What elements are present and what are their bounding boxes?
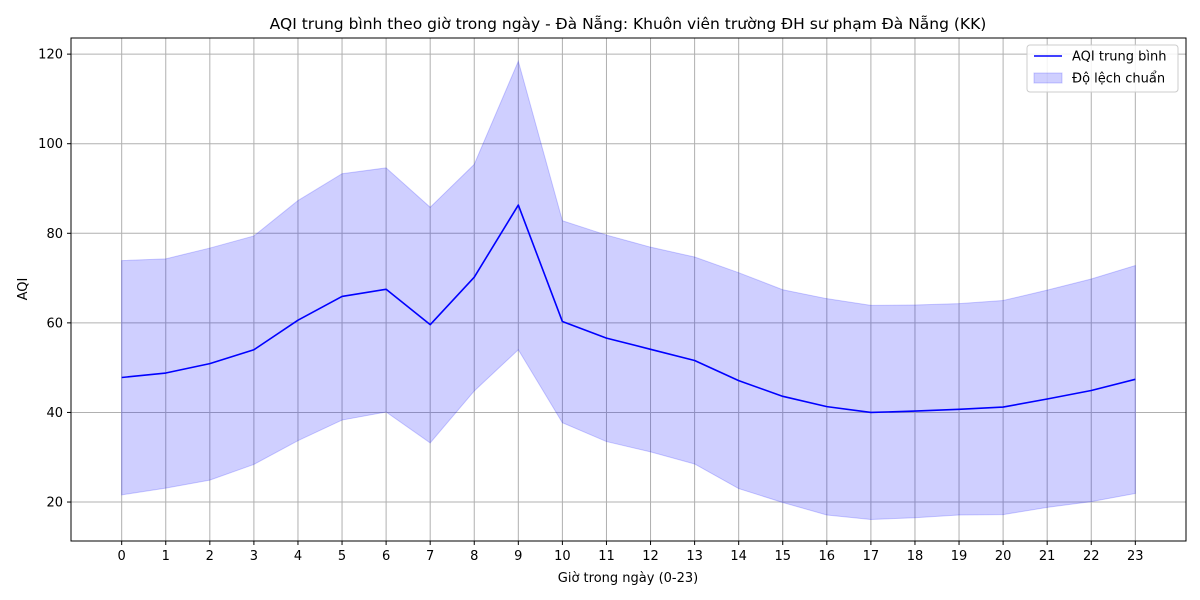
std-deviation-band	[121, 59, 1136, 521]
x-tick-label: 8	[470, 549, 478, 564]
x-tick-label: 1	[162, 549, 170, 564]
grid	[71, 38, 1186, 541]
chart-title: AQI trung bình theo giờ trong ngày - Đà …	[270, 15, 987, 33]
x-tick-label: 15	[774, 549, 791, 564]
x-axis-label: Giờ trong ngày (0-23)	[558, 571, 698, 586]
x-tick-label: 11	[598, 549, 615, 564]
x-tick-label: 17	[863, 549, 880, 564]
x-tick-label: 13	[686, 549, 703, 564]
x-tick-label: 19	[951, 549, 968, 564]
x-tick-label: 22	[1083, 549, 1100, 564]
x-tick-label: 5	[338, 549, 346, 564]
y-tick-label: 100	[38, 137, 63, 152]
y-axis: 20 40 60 80 100 120	[38, 48, 71, 511]
y-axis-label: AQI	[16, 278, 31, 301]
x-tick-label: 20	[995, 549, 1012, 564]
x-tick-label: 21	[1039, 549, 1056, 564]
x-tick-label: 23	[1127, 549, 1144, 564]
mean-aqi-line	[121, 204, 1136, 414]
x-tick-label: 9	[514, 549, 522, 564]
y-tick-label: 40	[46, 406, 63, 421]
x-tick-label: 2	[206, 549, 214, 564]
x-tick-label: 4	[294, 549, 302, 564]
y-tick-label: 120	[38, 48, 63, 63]
x-tick-label: 3	[250, 549, 258, 564]
x-tick-label: 10	[554, 549, 571, 564]
legend-mean-label: AQI trung bình	[1072, 50, 1167, 65]
x-axis: 0 1 2 3 4 5 6 7 8 9 10 11 12 13 14 15 16 17 18 19 20 21 22 23	[118, 541, 1144, 564]
legend-box	[1026, 44, 1179, 93]
x-tick-label: 14	[730, 549, 747, 564]
x-tick-label: 0	[118, 549, 126, 564]
plot-frame	[70, 37, 1187, 542]
x-tick-label: 6	[382, 549, 390, 564]
x-tick-label: 7	[426, 549, 434, 564]
legend-band-swatch	[1033, 72, 1063, 84]
legend-band-label: Độ lệch chuẩn	[1072, 72, 1165, 87]
y-tick-label: 60	[46, 316, 63, 331]
x-tick-label: 12	[642, 549, 659, 564]
x-tick-label: 18	[907, 549, 924, 564]
x-tick-label: 16	[819, 549, 836, 564]
y-tick-label: 80	[46, 227, 63, 242]
legend: AQI trung bình Độ lệch chuẩn	[1026, 44, 1179, 93]
y-tick-label: 20	[46, 496, 63, 511]
